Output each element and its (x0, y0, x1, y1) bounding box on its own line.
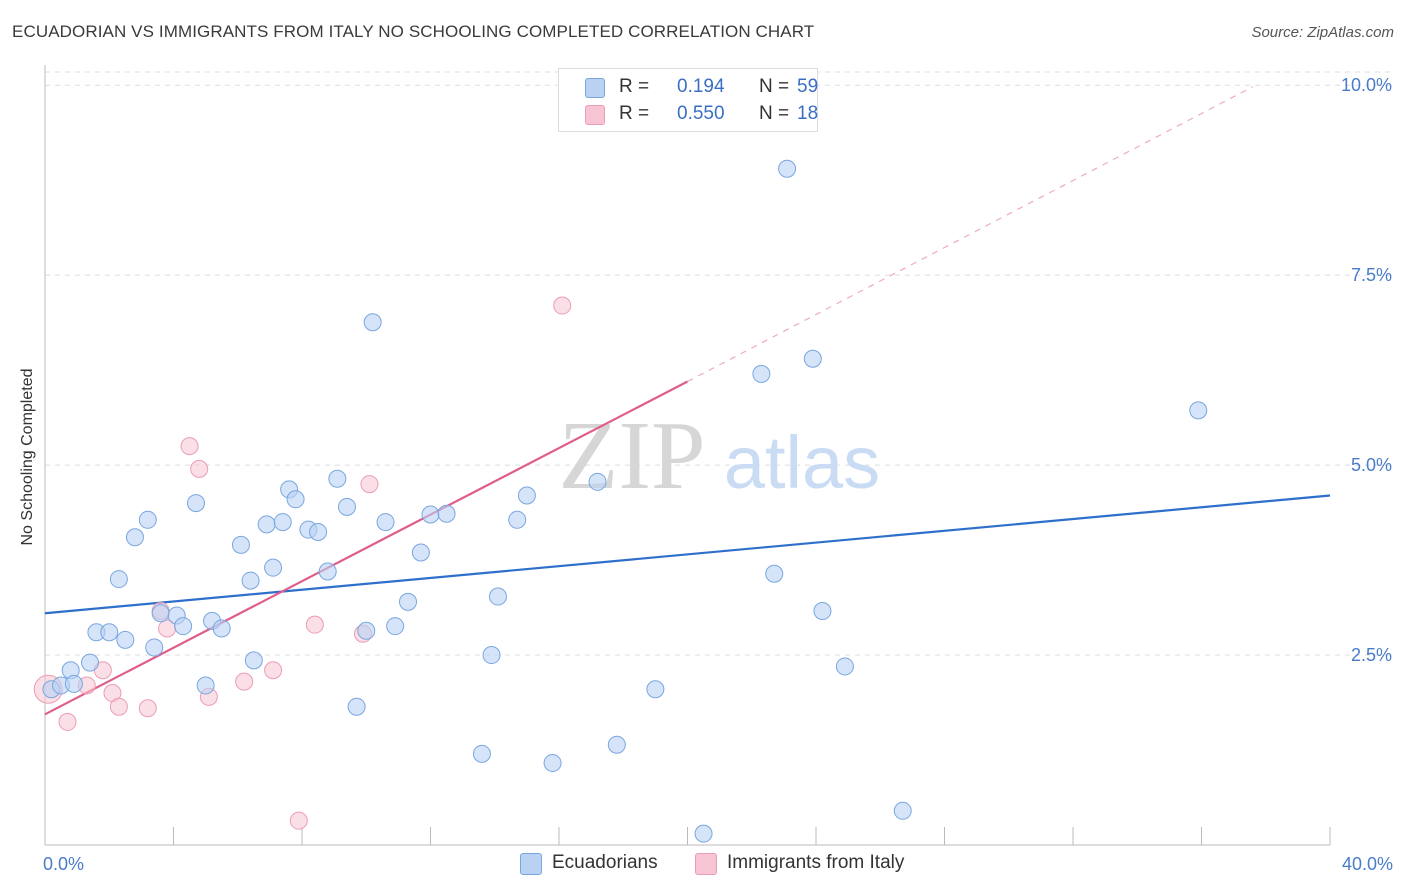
tick-labels: 2.5% 5.0% 7.5% 10.0% 0.0% 40.0% (43, 75, 1393, 874)
legend-n-value: 59 (797, 76, 819, 97)
ecuadorian-point (482, 646, 501, 665)
ecuadorian-point (646, 680, 665, 699)
ecuadorian-point (778, 159, 797, 178)
italy-point (190, 459, 209, 478)
grid-lines (45, 71, 1392, 656)
ecuadorians-swatch (520, 853, 542, 875)
ecuadorian-point (186, 494, 205, 513)
ecuadorian-point (231, 535, 250, 554)
ecuadorian-point (273, 513, 292, 532)
source-credit: Source: ZipAtlas.com (1251, 24, 1394, 41)
ecuadorian-point (347, 697, 366, 716)
watermark: ZIP atlas (559, 402, 881, 510)
ecuadorian-point (264, 558, 283, 577)
italy-point (305, 615, 324, 634)
ecuadorian-point (588, 472, 607, 491)
trend-lines (44, 86, 1331, 716)
ecuadorian-point (411, 543, 430, 562)
watermark-zip: ZIP (559, 402, 706, 510)
ecuadorian-points (42, 159, 1208, 843)
ecuadorian-point (399, 592, 418, 611)
watermark-atlas: atlas (724, 421, 880, 504)
italy-point (180, 437, 199, 456)
ecuadorian-point (543, 753, 562, 772)
italy-trend-line (44, 380, 689, 716)
italy-swatch (585, 105, 605, 125)
italy-point (553, 296, 572, 315)
ecuadorian-point (257, 515, 276, 534)
ecuadorian-point (694, 824, 713, 843)
italy-point (289, 811, 308, 830)
ecuadorian-point (437, 504, 456, 523)
ecuadorian-point (835, 657, 854, 676)
y-tick-label: 7.5% (1351, 265, 1392, 285)
ecuadorian-point (241, 571, 260, 590)
italy-trend-extension (687, 86, 1254, 383)
italy-point (360, 475, 379, 494)
ecuadorian-point (145, 638, 164, 657)
ecuadorian-point (363, 313, 382, 332)
italy-point (235, 672, 254, 691)
ecuadorian-point (1189, 401, 1208, 420)
italy-point (138, 699, 157, 718)
ecuadorian-point (357, 621, 376, 640)
x-tick-label: 40.0% (1342, 854, 1393, 874)
ecuadorian-point (309, 522, 328, 541)
ecuadorian-point (196, 676, 215, 695)
x-tick-label: 0.0% (43, 854, 84, 874)
legend-r-label: R = (619, 76, 650, 97)
legend-n-value: 18 (797, 103, 819, 124)
ecuadorian-point (318, 562, 337, 581)
ecuadorian-point (138, 510, 157, 529)
ecuadorian-point (174, 617, 193, 636)
ecuadorian-point (116, 630, 135, 649)
ecuadorian-point (244, 651, 263, 670)
ecuadorian-point (376, 513, 395, 532)
correlation-legend: R = 0.194 N = 59 R = 0.550 N = 18 (558, 68, 818, 132)
ecuadorians-swatch (585, 78, 605, 98)
ecuadorian-point (64, 674, 83, 693)
ecuadorian-point (752, 364, 771, 383)
ecuadorian-point (421, 505, 440, 524)
ecuadorian-point (517, 486, 536, 505)
ecuadorian-point (80, 653, 99, 672)
ecuadorian-point (125, 528, 144, 547)
ecuadorian-point (472, 744, 491, 763)
ecuadorian-point (286, 490, 305, 509)
ecuadorian-point (100, 623, 119, 642)
ecuadorian-point (803, 349, 822, 368)
y-tick-label: 5.0% (1351, 455, 1392, 475)
y-tick-label: 10.0% (1341, 75, 1392, 95)
legend-r-label: R = (619, 103, 650, 124)
legend-label-ecuadorians: Ecuadorians (552, 852, 658, 873)
legend-n-label: N = (759, 76, 790, 97)
ecuadorian-point (488, 587, 507, 606)
ecuadorian-point (386, 617, 405, 636)
ecuadorian-point (893, 801, 912, 820)
ecuadorian-point (607, 735, 626, 754)
ecuadorian-point (328, 469, 347, 488)
y-tick-label: 2.5% (1351, 645, 1392, 665)
ecuadorian-point (212, 619, 231, 638)
ecuadorian-point (813, 601, 832, 620)
ecuadorian-point (151, 604, 170, 623)
italy-point (109, 697, 128, 716)
legend-r-value: 0.550 (677, 103, 725, 124)
legend-label-italy: Immigrants from Italy (727, 852, 905, 873)
ecuadorian-point (109, 570, 128, 589)
ecuadorian-point (508, 510, 527, 529)
ecuadorian-trend-line (44, 494, 1331, 615)
legend-r-value: 0.194 (677, 76, 725, 97)
italy-points (33, 296, 572, 830)
axes (44, 65, 1331, 846)
italy-point (264, 661, 283, 680)
ecuadorian-point (337, 497, 356, 516)
ecuadorian-point (765, 564, 784, 583)
chart-title: ECUADORIAN VS IMMIGRANTS FROM ITALY NO S… (12, 22, 815, 41)
italy-point (58, 712, 77, 731)
legend-n-label: N = (759, 103, 790, 124)
italy-swatch (695, 853, 717, 875)
